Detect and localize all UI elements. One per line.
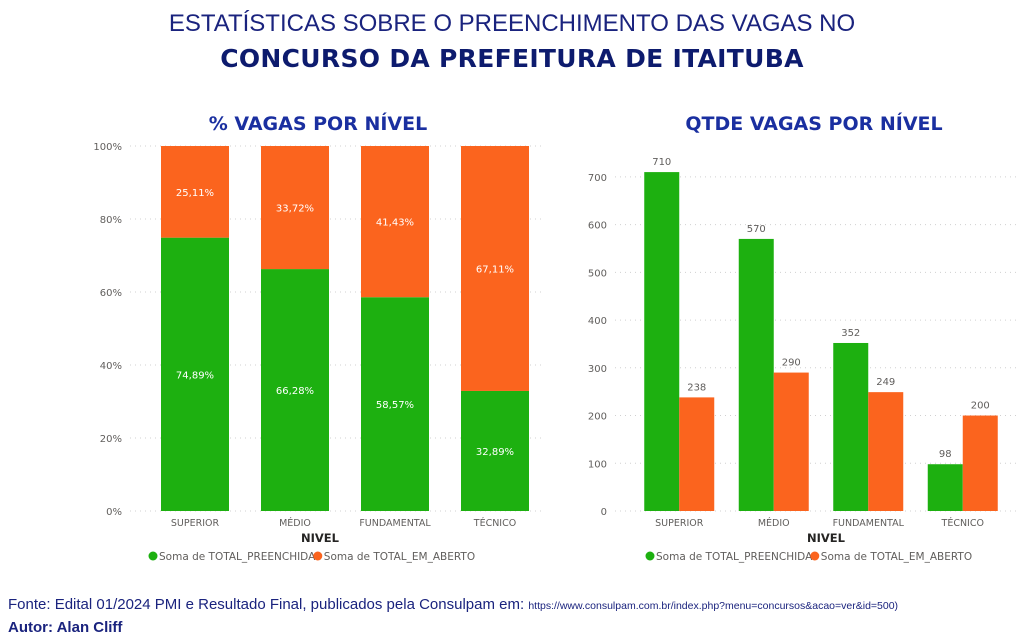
data-label: 74,89% bbox=[176, 370, 214, 381]
data-label: 352 bbox=[841, 328, 860, 339]
y-tick-label: 100 bbox=[588, 459, 607, 470]
legend-label: Soma de TOTAL_EM_ABERTO bbox=[324, 551, 475, 563]
source-note: Fonte: Edital 01/2024 PMI e Resultado Fi… bbox=[8, 596, 898, 613]
bar-filled bbox=[833, 342, 869, 511]
x-axis-title: NIVEL bbox=[807, 531, 846, 545]
legend-label: Soma de TOTAL_PREENCHIDA bbox=[159, 551, 316, 563]
bar-open bbox=[161, 146, 229, 238]
y-tick-label: 400 bbox=[588, 316, 607, 327]
legend-marker-open bbox=[810, 551, 820, 561]
chart-title: QTDE VAGAS POR NÍVEL bbox=[685, 112, 942, 135]
data-label: 58,57% bbox=[376, 400, 414, 411]
data-label: 290 bbox=[782, 358, 801, 369]
quantity-chart: QTDE VAGAS POR NÍVEL 0 100 200 300 400 500 600 7… bbox=[588, 112, 1018, 563]
source-url[interactable]: https://www.consulpam.com.br/index.php?m… bbox=[528, 600, 899, 612]
x-tick-label: SUPERIOR bbox=[655, 518, 704, 529]
data-label: 570 bbox=[747, 224, 766, 235]
x-tick-label: FUNDAMENTAL bbox=[359, 518, 431, 529]
y-tick-label: 600 bbox=[588, 221, 607, 232]
data-label: 41,43% bbox=[376, 218, 414, 229]
bar-filled bbox=[161, 237, 229, 512]
y-tick-label: 300 bbox=[588, 364, 607, 375]
data-label: 67,11% bbox=[476, 264, 514, 275]
y-tick-label: 40% bbox=[100, 361, 122, 372]
legend-marker-filled bbox=[645, 551, 655, 561]
y-tick-label: 200 bbox=[588, 412, 607, 423]
x-tick-label: MÉDIO bbox=[758, 517, 790, 529]
bar-filled bbox=[738, 238, 774, 512]
data-label: 98 bbox=[939, 449, 952, 460]
data-label: 32,89% bbox=[476, 447, 514, 458]
y-tick-label: 500 bbox=[588, 268, 607, 279]
data-label: 710 bbox=[652, 157, 671, 168]
source-text: Fonte: Edital 01/2024 PMI e Resultado Fi… bbox=[8, 596, 529, 613]
bar-filled bbox=[461, 390, 529, 511]
legend-marker-filled bbox=[148, 551, 158, 561]
bar-open bbox=[461, 146, 529, 391]
bar-open bbox=[261, 146, 329, 270]
x-axis-title: NIVEL bbox=[301, 531, 340, 545]
y-tick-label: 700 bbox=[588, 173, 607, 184]
percent-chart: % VAGAS POR NÍVEL 0% 20% 40% 60% 80% 100% 74,89… bbox=[93, 112, 545, 563]
bar-filled bbox=[361, 297, 429, 511]
data-label: 66,28% bbox=[276, 386, 314, 397]
y-tick-label: 0% bbox=[106, 507, 122, 518]
chart-title: % VAGAS POR NÍVEL bbox=[209, 112, 427, 135]
author-note: Autor: Alan Cliff bbox=[8, 619, 123, 636]
y-tick-label: 0 bbox=[601, 507, 607, 518]
legend-marker-open bbox=[313, 551, 323, 561]
y-tick-label: 20% bbox=[100, 434, 122, 445]
y-tick-label: 80% bbox=[100, 215, 122, 226]
legend-label: Soma de TOTAL_EM_ABERTO bbox=[821, 551, 972, 563]
data-label: 25,11% bbox=[176, 188, 214, 199]
data-label: 200 bbox=[971, 401, 990, 412]
bar-open bbox=[962, 415, 998, 511]
bar-filled bbox=[261, 269, 329, 511]
page-title-line2: CONCURSO DA PREFEITURA DE ITAITUBA bbox=[220, 44, 804, 73]
x-tick-label: TÉCNICO bbox=[941, 517, 984, 529]
bar-filled bbox=[927, 464, 963, 511]
bar-open bbox=[361, 146, 429, 298]
data-label: 238 bbox=[687, 382, 706, 393]
bar-open bbox=[773, 372, 809, 511]
data-label: 249 bbox=[876, 377, 895, 388]
legend-label: Soma de TOTAL_PREENCHIDA bbox=[656, 551, 813, 563]
x-tick-label: SUPERIOR bbox=[171, 518, 220, 529]
x-tick-label: FUNDAMENTAL bbox=[833, 518, 905, 529]
x-tick-label: MÉDIO bbox=[279, 517, 311, 529]
bar-open bbox=[679, 397, 715, 511]
x-tick-label: TÉCNICO bbox=[473, 517, 516, 529]
data-label: 33,72% bbox=[276, 204, 314, 215]
bar-filled bbox=[644, 172, 680, 512]
y-tick-label: 60% bbox=[100, 288, 122, 299]
page-title-line1: ESTATÍSTICAS SOBRE O PREENCHIMENTO DAS V… bbox=[168, 10, 856, 37]
y-tick-label: 100% bbox=[93, 142, 122, 153]
bar-open bbox=[868, 392, 904, 511]
